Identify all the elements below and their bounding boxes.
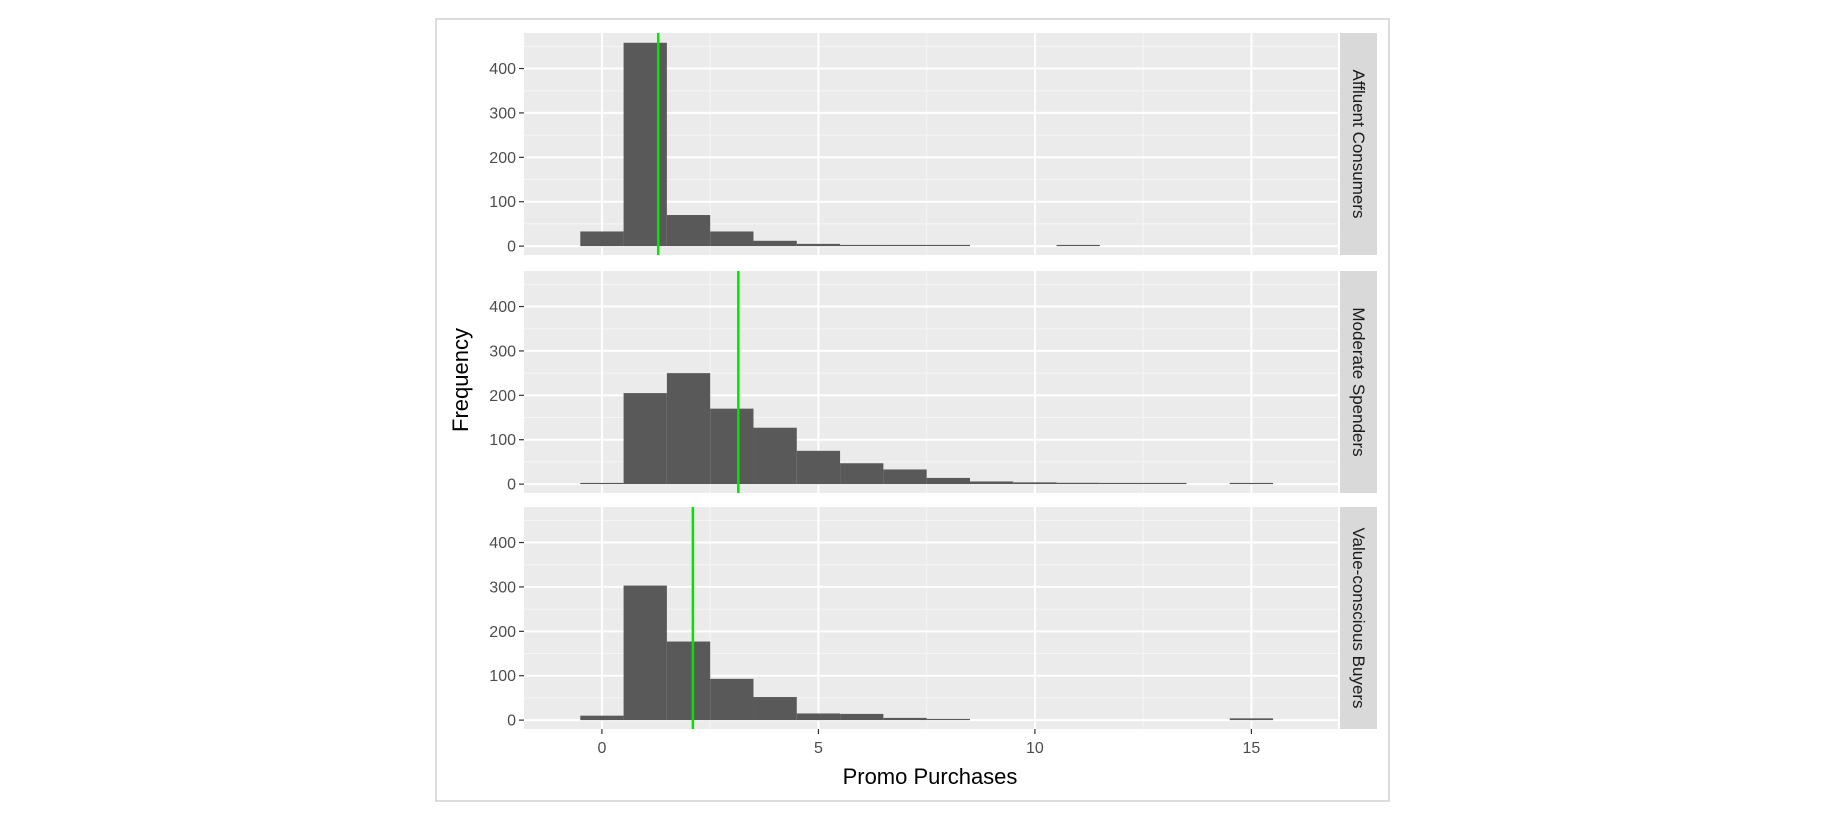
histogram-bar — [710, 231, 754, 247]
x-tick-label: 10 — [1026, 740, 1044, 757]
histogram-bar — [666, 641, 711, 721]
histogram-bar — [883, 469, 927, 485]
y-tick-label: 300 — [489, 343, 516, 360]
facet-strip-label: Affluent Consumers — [1349, 70, 1368, 219]
y-tick-label: 100 — [489, 668, 516, 685]
facet-panel: 0 100 200 300 400 Affluent Consumers — [489, 33, 1377, 256]
facet-panel: 0 100 200 300 400 Moderate Spenders — [489, 271, 1377, 494]
facet-panels: 0 100 200 300 400 Affluent Consumers 0 100 200 30… — [489, 33, 1377, 730]
histogram-bar — [883, 717, 927, 721]
histogram-bar — [1143, 482, 1187, 485]
facet-strip — [1340, 271, 1377, 493]
facet-strip — [1340, 33, 1377, 255]
histogram-bar — [580, 715, 624, 721]
histogram-bar — [926, 477, 970, 485]
histogram-bar — [753, 240, 797, 247]
histogram-bar — [1229, 482, 1274, 485]
y-tick-label: 100 — [489, 432, 516, 449]
histogram-bar — [840, 463, 884, 485]
x-tick-label: 0 — [597, 740, 606, 757]
x-axis: 0 5 10 15 — [597, 729, 1260, 757]
histogram-bar — [883, 244, 927, 247]
y-tick-label: 100 — [489, 194, 516, 211]
histogram-bar — [1013, 482, 1057, 485]
y-tick-label: 200 — [489, 388, 516, 405]
histogram-bar — [580, 482, 624, 485]
x-axis-title: Promo Purchases — [843, 764, 1018, 789]
histogram-bar — [666, 373, 711, 485]
y-tick-label: 300 — [489, 105, 516, 122]
histogram-bar — [1099, 482, 1144, 485]
histogram-bar — [1056, 244, 1100, 247]
histogram-bar — [926, 718, 970, 721]
histogram-bar — [796, 450, 841, 485]
y-tick-label: 400 — [489, 299, 516, 316]
y-tick-label: 200 — [489, 150, 516, 167]
histogram-bar — [840, 244, 884, 247]
histogram-bar — [580, 231, 624, 247]
histogram-bar — [623, 585, 667, 721]
facet-strip-label: Value-conscious Buyers — [1349, 527, 1368, 708]
histogram-bar — [969, 481, 1014, 485]
x-tick-label: 15 — [1243, 740, 1261, 757]
histogram-bar — [623, 42, 667, 247]
histogram-bar — [840, 713, 884, 721]
y-tick-label: 300 — [489, 579, 516, 596]
histogram-bar — [926, 244, 970, 247]
y-tick-label: 400 — [489, 535, 516, 552]
histogram-bar — [753, 427, 797, 485]
histogram-bar — [1056, 482, 1100, 485]
y-axis-title: Frequency — [448, 328, 473, 432]
x-tick-label: 5 — [814, 740, 823, 757]
y-tick-label: 0 — [507, 713, 516, 730]
y-tick-label: 0 — [507, 239, 516, 256]
histogram-bar — [796, 713, 841, 721]
histogram-bar — [710, 678, 754, 721]
histogram-bar — [666, 215, 711, 247]
histogram-bar — [796, 243, 841, 247]
facet-strip — [1340, 507, 1377, 729]
histogram-bar — [1229, 718, 1274, 721]
facet-panel: 0 100 200 300 400 Value-conscious Buyers — [489, 507, 1377, 730]
facet-strip-label: Moderate Spenders — [1349, 307, 1368, 456]
y-tick-label: 200 — [489, 624, 516, 641]
y-tick-label: 0 — [507, 477, 516, 494]
y-tick-label: 400 — [489, 61, 516, 78]
histogram-bar — [710, 408, 754, 485]
histogram-bar — [753, 697, 797, 721]
histogram-bar — [623, 393, 667, 485]
